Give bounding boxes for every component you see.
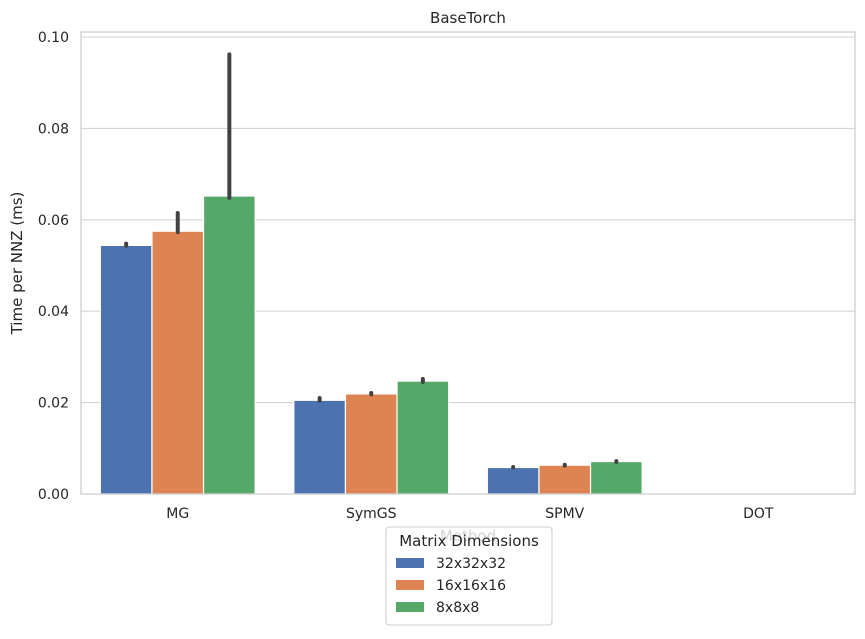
bar-16x16x16 (344, 393, 398, 495)
y-tick-label: 0.04 (38, 304, 69, 320)
y-tick-label: 0.10 (38, 30, 69, 46)
bar-8x8x8 (589, 460, 643, 495)
legend: Matrix Dimensions 32x32x32 16x16x16 8x8x8 (385, 526, 553, 626)
bar-8x8x8 (396, 380, 450, 495)
x-tick-label: SymGS (346, 506, 397, 522)
y-tick-label: 0.02 (38, 396, 69, 412)
legend-swatch (396, 580, 424, 590)
bar-16x16x16 (151, 230, 205, 495)
legend-label: 16x16x16 (436, 578, 506, 594)
legend-label: 8x8x8 (436, 600, 479, 616)
x-tick-label: DOT (743, 506, 774, 522)
plot-frame (80, 31, 856, 495)
y-axis-label: Time per NNZ (ms) (8, 192, 26, 336)
legend-swatch (396, 602, 424, 612)
bar-32x32x32 (486, 466, 540, 495)
legend-box (385, 526, 553, 626)
x-tick-label: MG (166, 506, 189, 522)
legend-label: 32x32x32 (436, 556, 506, 572)
bar-16x16x16 (538, 464, 592, 495)
bar-8x8x8 (202, 195, 256, 495)
legend-title: Matrix Dimensions (399, 532, 539, 550)
y-tick-label: 0.08 (38, 121, 69, 137)
y-tick-label: 0.06 (38, 213, 69, 229)
legend-swatch (396, 558, 424, 568)
y-tick-label: 0.00 (38, 487, 69, 503)
bar-32x32x32 (99, 244, 153, 495)
x-tick-label: SPMV (545, 506, 584, 522)
bar-32x32x32 (293, 399, 347, 495)
chart-title: BaseTorch (430, 9, 506, 27)
